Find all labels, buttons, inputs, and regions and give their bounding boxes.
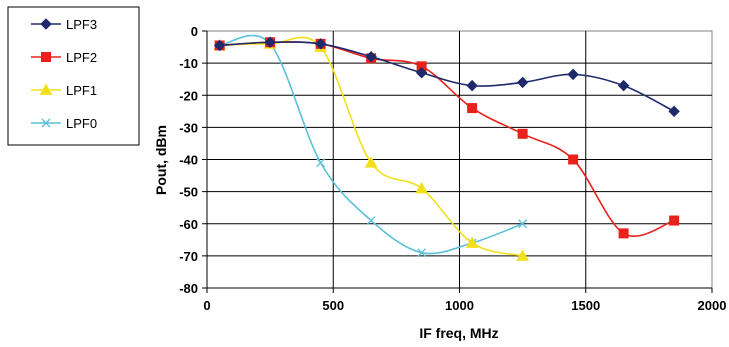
data-point-lpf1 (516, 249, 529, 261)
y-tick-label: -30 (179, 120, 198, 135)
series-line-lpf3 (219, 41, 675, 113)
data-point-lpf3 (466, 79, 478, 92)
legend-label: LPF0 (66, 116, 97, 131)
y-tick-label: -70 (179, 249, 198, 264)
x-tick-label: 2000 (698, 298, 727, 313)
data-point-lpf2 (568, 154, 579, 165)
axis-ticks: 0 500 1000 1500 2000 0 -10 -20 -30 -40 -50 -60 -70 -8… (179, 24, 726, 313)
legend-box (7, 6, 140, 146)
data-point-lpf0 (518, 219, 528, 229)
x-tick-label: 1000 (445, 298, 474, 313)
data-point-lpf3 (668, 105, 680, 118)
y-tick-label: -10 (179, 56, 198, 71)
x-tick-label: 500 (322, 298, 344, 313)
data-point-lpf2 (618, 228, 629, 239)
legend-item-lpf3: LPF3 (31, 17, 97, 32)
y-axis-title: Pout, dBm (153, 125, 169, 195)
data-point-lpf2 (467, 103, 478, 114)
data-point-lpf2 (669, 215, 680, 226)
series-lpf3 (213, 36, 680, 118)
y-tick-label: -60 (179, 217, 198, 232)
data-point-lpf3 (213, 39, 226, 52)
x-tick-label: 1500 (571, 298, 600, 313)
legend-marker-lpf0 (41, 118, 51, 128)
data-point-lpf3 (567, 68, 579, 81)
y-tick-label: 0 (191, 24, 198, 39)
series-layer (213, 34, 680, 261)
data-point-lpf3 (314, 38, 327, 50)
legend-item-lpf0: LPF0 (31, 116, 97, 131)
data-point-lpf3 (365, 50, 377, 63)
legend-label: LPF2 (66, 50, 97, 65)
data-point-lpf2 (517, 128, 528, 139)
x-tick-label: 0 (203, 298, 210, 313)
x-axis-title: IF freq, MHz (419, 325, 498, 341)
data-point-lpf3 (415, 67, 428, 79)
legend-marker-lpf3 (40, 18, 52, 30)
data-point-lpf1 (465, 236, 479, 248)
data-point-lpf3 (516, 76, 529, 89)
data-point-lpf1 (364, 156, 378, 168)
legend-item-lpf1: LPF1 (31, 83, 97, 98)
data-point-lpf0 (316, 158, 326, 168)
gridlines (207, 31, 712, 288)
y-tick-label: -20 (179, 88, 198, 103)
legend-marker-lpf2 (41, 52, 51, 62)
data-point-lpf3 (264, 36, 276, 48)
y-tick-label: -80 (179, 281, 198, 296)
legend-label: LPF1 (66, 83, 97, 98)
y-tick-label: -40 (179, 153, 198, 168)
y-tick-label: -50 (179, 185, 198, 200)
legend-label: LPF3 (66, 17, 97, 32)
data-point-lpf1 (415, 181, 428, 194)
legend: LPF3 LPF2 LPF1 LPF0 (31, 17, 97, 131)
legend-marker-lpf1 (39, 83, 53, 95)
data-point-lpf3 (617, 79, 630, 92)
data-point-lpf0 (366, 216, 376, 225)
legend-item-lpf2: LPF2 (31, 50, 97, 65)
data-point-lpf0 (417, 248, 427, 258)
